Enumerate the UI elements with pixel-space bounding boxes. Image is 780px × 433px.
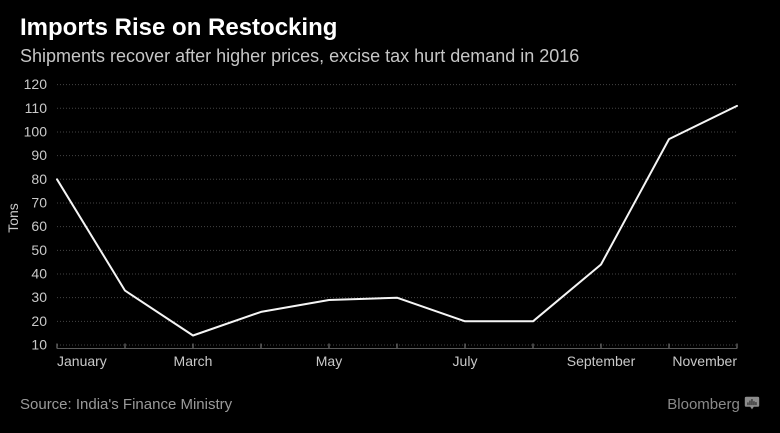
- svg-text:50: 50: [31, 242, 47, 258]
- svg-text:40: 40: [31, 265, 47, 281]
- svg-text:November: November: [672, 353, 737, 369]
- svg-text:March: March: [174, 353, 213, 369]
- svg-text:100: 100: [24, 123, 48, 139]
- svg-text:July: July: [453, 353, 478, 369]
- svg-text:10: 10: [31, 337, 47, 353]
- svg-text:Tons: Tons: [5, 203, 21, 233]
- svg-text:January: January: [57, 353, 107, 369]
- svg-text:May: May: [316, 353, 342, 369]
- svg-text:90: 90: [31, 147, 47, 163]
- svg-text:80: 80: [31, 171, 47, 187]
- svg-text:20: 20: [31, 313, 47, 329]
- svg-text:110: 110: [25, 100, 48, 116]
- svg-text:120: 120: [24, 76, 48, 92]
- svg-text:September: September: [567, 353, 636, 369]
- svg-text:30: 30: [31, 289, 47, 305]
- svg-text:60: 60: [31, 218, 47, 234]
- svg-text:70: 70: [31, 194, 47, 210]
